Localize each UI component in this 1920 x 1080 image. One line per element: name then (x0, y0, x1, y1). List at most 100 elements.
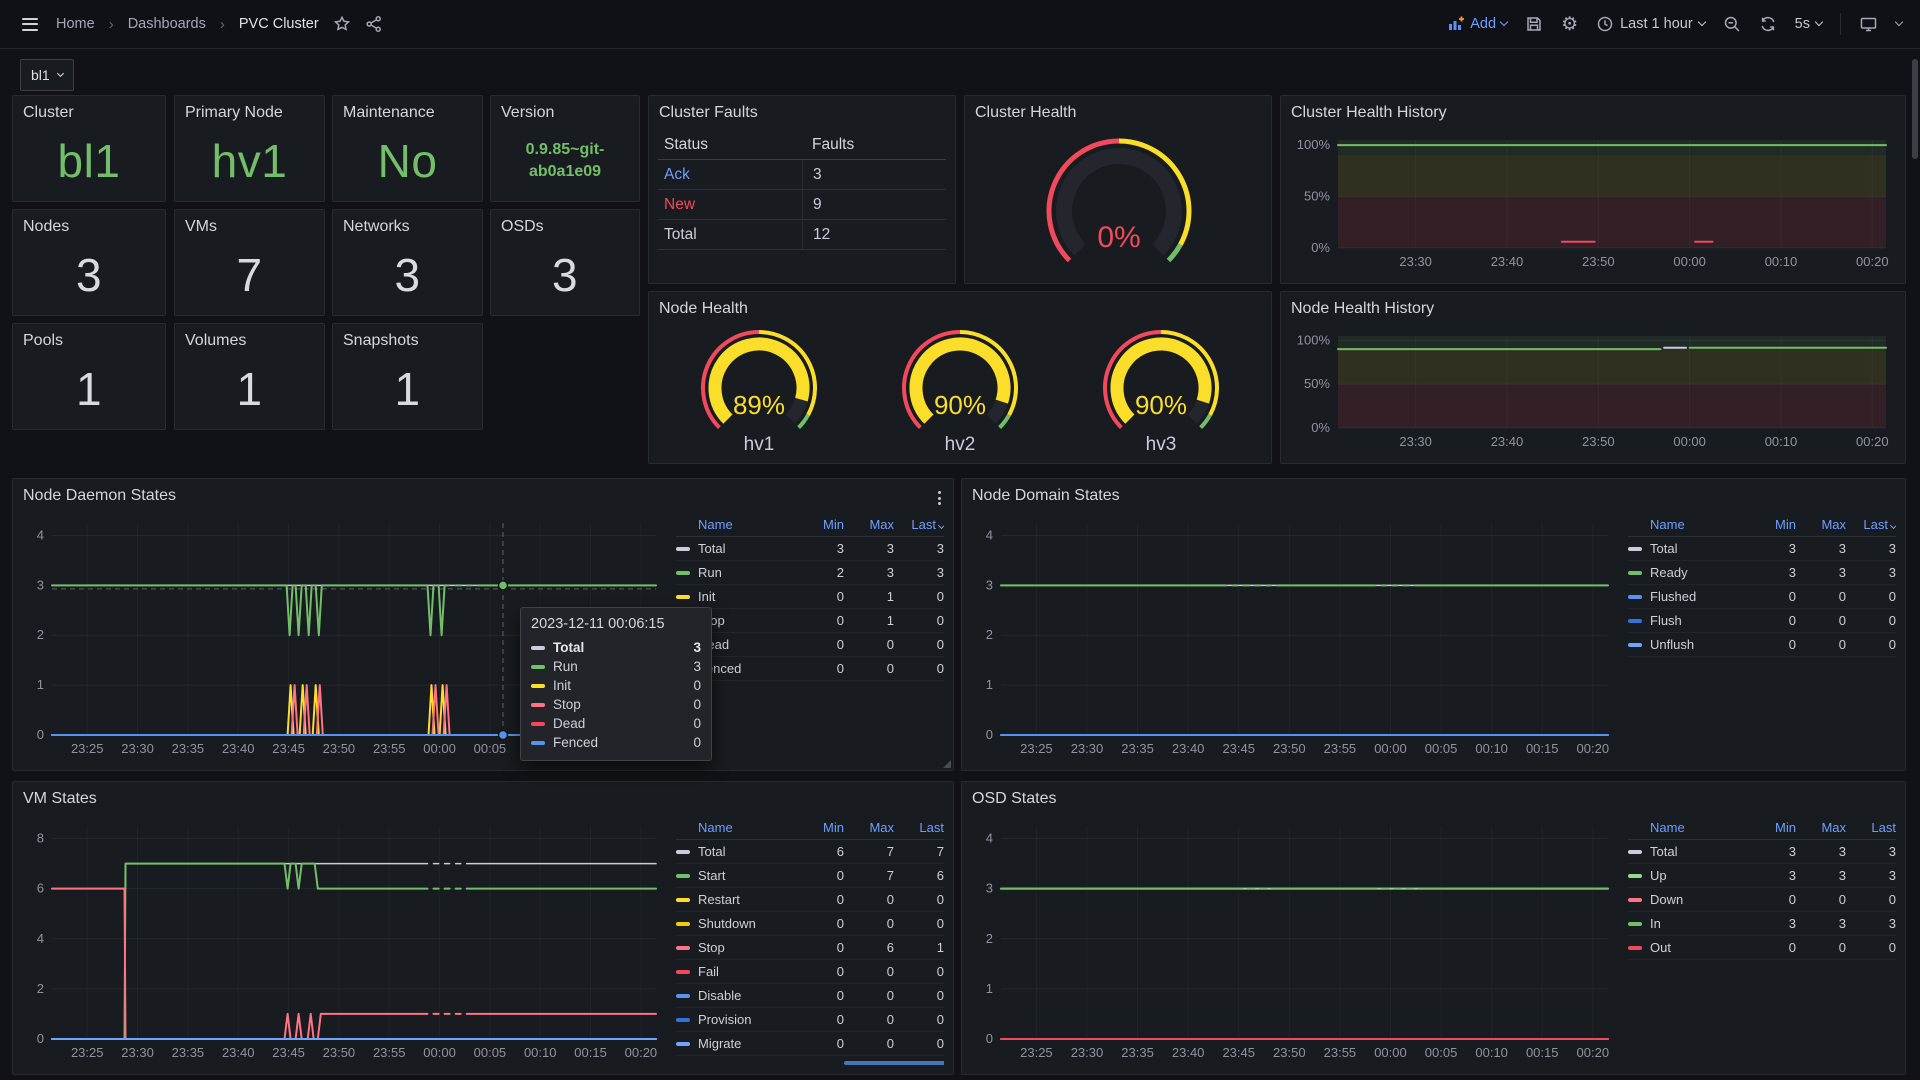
series-color-swatch (531, 684, 545, 688)
panel-title[interactable]: Pools (21, 332, 157, 358)
breadcrumb-home[interactable]: Home (56, 16, 95, 32)
node-domain-states-chart[interactable]: 0123423:2523:3023:3523:4023:4523:5023:55… (971, 513, 1618, 761)
star-icon[interactable] (333, 15, 351, 33)
series-toggle-label[interactable]: Fail (698, 964, 719, 979)
gear-icon[interactable]: ⚙ (1561, 15, 1578, 34)
panel-title[interactable]: VMs (183, 218, 316, 244)
series-toggle-label[interactable]: Restart (698, 892, 740, 907)
series-toggle-label[interactable]: Total (698, 844, 725, 859)
series-toggle-label[interactable]: Ready (1650, 565, 1688, 580)
vm-states-chart[interactable]: 0246823:2523:3023:3523:4023:4523:5023:55… (22, 816, 666, 1065)
series-toggle-label[interactable]: Out (1650, 940, 1671, 955)
svg-text:23:25: 23:25 (71, 1045, 104, 1060)
series-toggle-label[interactable]: Flushed (1650, 589, 1696, 604)
panel-title[interactable]: Maintenance (341, 104, 474, 130)
series-toggle-label[interactable]: Unflush (1650, 637, 1694, 652)
series-toggle-label[interactable]: Flush (1650, 613, 1682, 628)
series-toggle-label[interactable]: In (1650, 916, 1661, 931)
legend-sort-name[interactable]: Name (1628, 820, 1746, 835)
refresh-interval-dropdown[interactable]: 5s (1795, 16, 1822, 32)
node-health-history-chart[interactable]: 0%50%100%23:3023:4023:5000:0000:1000:20 (1290, 326, 1896, 454)
fault-status[interactable]: Ack (658, 166, 802, 184)
panel-resize-handle[interactable] (943, 760, 951, 768)
svg-text:23:50: 23:50 (323, 741, 356, 756)
kiosk-monitor-icon[interactable] (1859, 15, 1878, 33)
legend-value: 0 (1746, 613, 1796, 628)
svg-text:23:45: 23:45 (1222, 741, 1255, 756)
panel-title[interactable]: Node Daemon States (21, 487, 945, 513)
panel-title[interactable]: Snapshots (341, 332, 474, 358)
series-toggle-label[interactable]: Total (698, 541, 725, 556)
share-icon[interactable] (365, 15, 383, 33)
series-toggle-label[interactable]: Down (1650, 892, 1683, 907)
legend-sort-min[interactable]: Min (1746, 820, 1796, 835)
add-button[interactable]: Add (1447, 15, 1507, 33)
panel-title[interactable]: Node Domain States (970, 487, 1897, 513)
stat-value: No (342, 130, 473, 192)
series-toggle-label[interactable]: Total (1650, 541, 1677, 556)
panel-title[interactable]: OSDs (499, 218, 631, 244)
legend-sort-last[interactable]: Last (1846, 820, 1896, 835)
chevron-down-icon[interactable] (1895, 18, 1903, 26)
legend-sort-last[interactable]: Last (894, 820, 944, 835)
legend-sort-max[interactable]: Max (1796, 517, 1846, 532)
legend-scrollbar[interactable] (844, 1061, 944, 1065)
stat-value: bl1 (22, 130, 156, 192)
legend-sort-max[interactable]: Max (844, 517, 894, 532)
series-toggle-label[interactable]: Up (1650, 868, 1667, 883)
series-toggle-label[interactable]: Shutdown (698, 916, 756, 931)
osd-states-chart[interactable]: 0123423:2523:3023:3523:4023:4523:5023:55… (971, 816, 1618, 1065)
panel-title[interactable]: Nodes (21, 218, 157, 244)
panel-title[interactable]: OSD States (970, 790, 1897, 816)
menu-icon[interactable] (18, 14, 42, 35)
cluster-health-history-chart[interactable]: 0%50%100%23:3023:4023:5000:0000:1000:20 (1290, 130, 1896, 274)
panel-title[interactable]: Cluster (21, 104, 157, 130)
time-range-picker[interactable]: Last 1 hour (1596, 15, 1705, 33)
panel-title[interactable]: Cluster Health (973, 104, 1263, 130)
svg-text:00:20: 00:20 (1856, 434, 1889, 449)
svg-text:2: 2 (37, 981, 44, 996)
page-scrollbar-thumb[interactable] (1912, 59, 1918, 159)
panel-title[interactable]: Volumes (183, 332, 316, 358)
legend-sort-name[interactable]: Name (676, 517, 794, 532)
legend-sort-max[interactable]: Max (1796, 820, 1846, 835)
series-toggle-label[interactable]: Provision (698, 1012, 751, 1027)
panel-title[interactable]: Cluster Health History (1289, 104, 1897, 130)
panel-title[interactable]: Primary Node (183, 104, 316, 130)
series-toggle-label[interactable]: Migrate (698, 1036, 741, 1051)
panel-menu-icon[interactable] (934, 489, 945, 507)
legend-value: 0 (794, 589, 844, 604)
save-dashboard-icon[interactable] (1525, 15, 1543, 33)
series-toggle-label[interactable]: Total (1650, 844, 1677, 859)
panel-title[interactable]: Networks (341, 218, 474, 244)
tooltip-series-name: Total (553, 640, 685, 655)
panel-title[interactable]: VM States (21, 790, 945, 816)
series-color-swatch (1628, 595, 1642, 599)
svg-text:00:00: 00:00 (423, 741, 456, 756)
legend-sort-min[interactable]: Min (794, 820, 844, 835)
series-toggle-label[interactable]: Init (698, 589, 715, 604)
legend-sort-last[interactable]: Last (894, 517, 944, 532)
legend-sort-name[interactable]: Name (1628, 517, 1746, 532)
series-toggle-label[interactable]: Start (698, 868, 725, 883)
breadcrumb-dashboards[interactable]: Dashboards (128, 16, 206, 32)
legend-header: NameMinMaxLast (676, 513, 944, 537)
variable-dropdown-cluster[interactable]: bl1 (20, 59, 74, 91)
legend-sort-max[interactable]: Max (844, 820, 894, 835)
legend-sort-name[interactable]: Name (676, 820, 794, 835)
series-toggle-label[interactable]: Stop (698, 940, 725, 955)
legend-sort-min[interactable]: Min (1746, 517, 1796, 532)
panel-title[interactable]: Version (499, 104, 631, 130)
legend-sort-last[interactable]: Last (1846, 517, 1896, 532)
legend-value: 0 (794, 1012, 844, 1027)
refresh-icon[interactable] (1759, 15, 1777, 33)
panel-title[interactable]: Node Health (657, 300, 1263, 326)
legend-value: 0 (794, 613, 844, 628)
panel-title[interactable]: Cluster Faults (657, 104, 947, 130)
zoom-out-icon[interactable] (1723, 15, 1741, 33)
fault-status[interactable]: New (658, 196, 802, 214)
legend-sort-min[interactable]: Min (794, 517, 844, 532)
series-toggle-label[interactable]: Run (698, 565, 722, 580)
panel-title[interactable]: Node Health History (1289, 300, 1897, 326)
series-toggle-label[interactable]: Disable (698, 988, 741, 1003)
